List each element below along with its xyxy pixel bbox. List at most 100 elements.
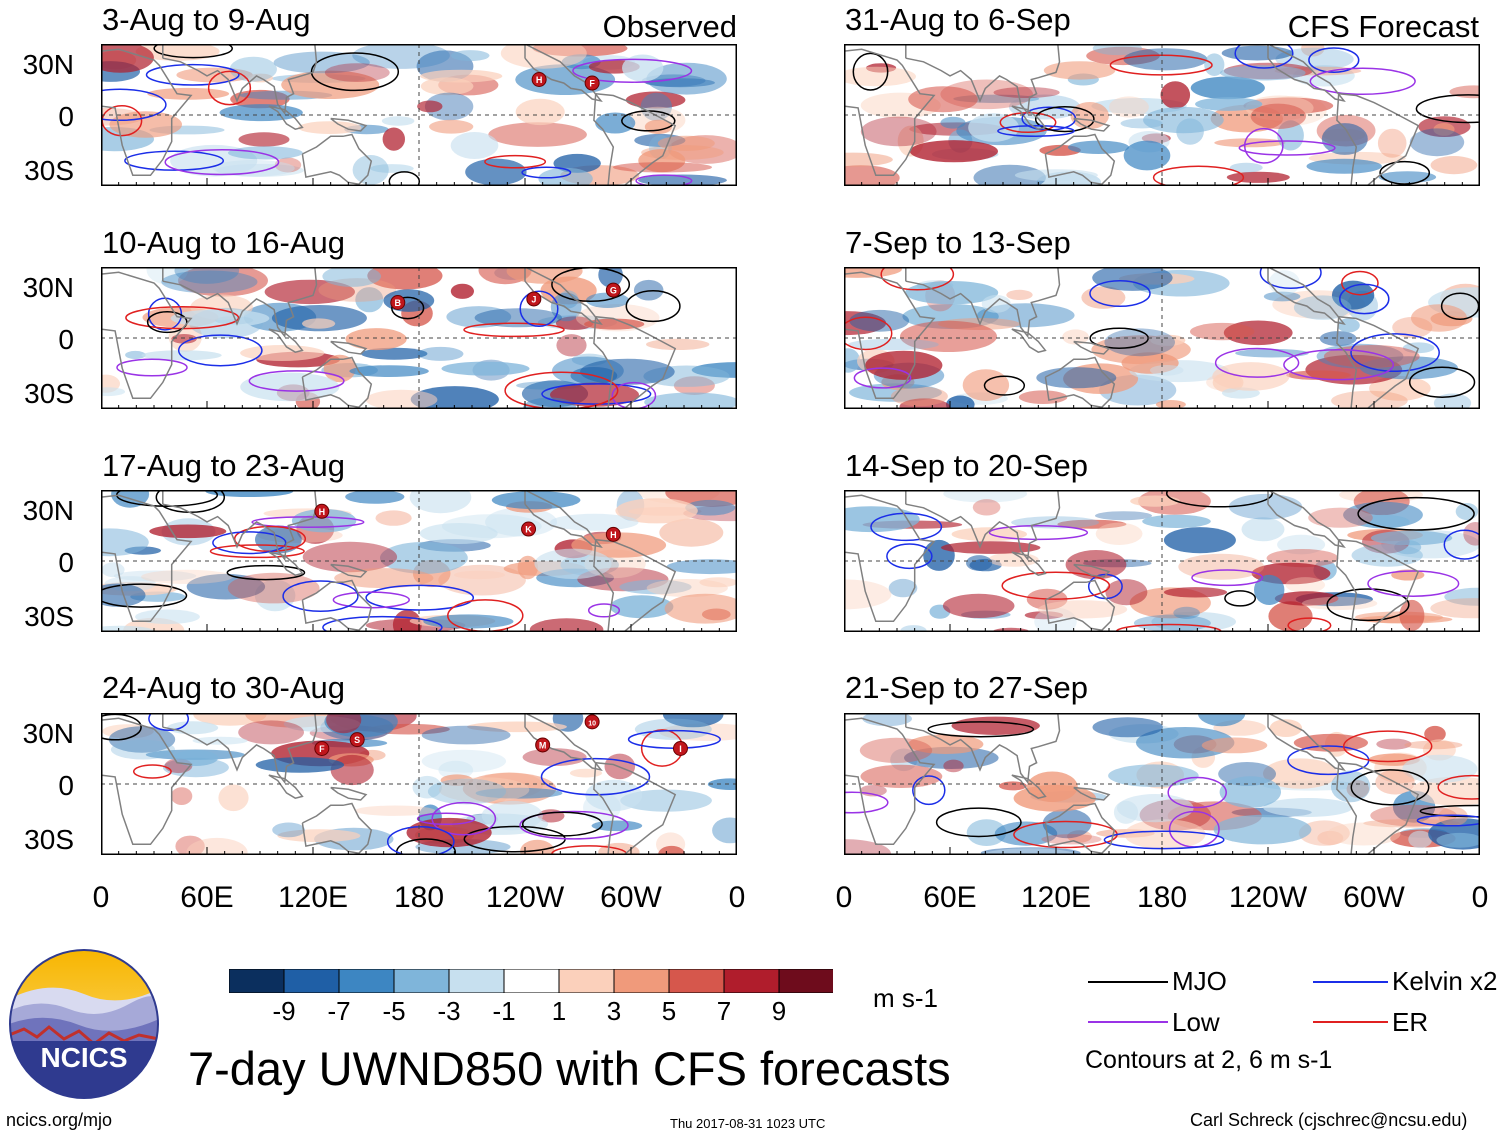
anomaly-shading: [1173, 606, 1200, 619]
anomaly-shading: [1370, 804, 1457, 827]
coastline: [268, 774, 304, 800]
wave-contour: [1350, 769, 1430, 806]
anomaly-shading: [625, 91, 686, 109]
wave-contour: [1234, 44, 1294, 69]
coastline: [1336, 92, 1420, 186]
anomaly-shading: [392, 609, 422, 632]
wave-contour: [1357, 496, 1475, 531]
wave-contour: [1379, 160, 1431, 185]
anomaly-shading: [973, 164, 1046, 186]
storm-marker: F: [314, 741, 330, 756]
storm-marker: M: [535, 737, 551, 753]
lat-label: 0: [58, 324, 74, 355]
wave-contour: [310, 52, 400, 92]
anomaly-shading: [367, 267, 443, 290]
anomaly-shading: [908, 734, 984, 754]
anomaly-shading: [517, 555, 538, 580]
forecast-label: CFS Forecast: [1287, 9, 1479, 44]
wave-contour: [625, 290, 681, 323]
anomaly-shading: [1266, 549, 1339, 568]
anomaly-shading: [1178, 553, 1265, 580]
anomaly-shading: [417, 346, 464, 361]
anomaly-shading: [1229, 162, 1263, 173]
anomaly-shading: [1201, 737, 1268, 754]
wave-contour: [365, 584, 475, 611]
wave-contour: [1308, 47, 1360, 73]
anomaly-shading: [1163, 527, 1236, 554]
anomaly-shading: [1277, 534, 1326, 555]
wave-contour: [1287, 617, 1332, 632]
anomaly-shading: [707, 778, 737, 790]
coastline: [1336, 538, 1420, 632]
anomaly-shading: [454, 570, 505, 580]
anomaly-shading: [1263, 291, 1301, 302]
anomaly-shading: [1404, 740, 1463, 750]
anomaly-shading: [281, 70, 380, 99]
wave-contour: [1152, 165, 1245, 186]
anomaly-shading: [1285, 577, 1326, 593]
anomaly-shading: [485, 507, 558, 537]
anomaly-shading: [666, 559, 737, 575]
coastline: [330, 340, 368, 355]
anomaly-shading: [1160, 81, 1191, 109]
storm-marker: H: [531, 72, 547, 87]
colorbar-tick-label: 3: [606, 996, 622, 1026]
lon-label: 60W: [600, 881, 662, 914]
anomaly-shading: [619, 579, 692, 595]
anomaly-shading: [1036, 367, 1117, 389]
anomaly-shading: [1268, 270, 1300, 296]
colorbar-tick-label: 1: [551, 996, 567, 1026]
anomaly-shading: [942, 593, 1015, 618]
anomaly-shading: [227, 572, 320, 604]
colorbar-tick-label: -5: [382, 996, 406, 1026]
wave-contour: [386, 826, 455, 855]
anomaly-shading: [859, 737, 933, 763]
anomaly-shading: [1263, 798, 1353, 817]
footer-url[interactable]: ncics.org/mjo: [6, 1110, 113, 1130]
anomaly-shading: [1366, 557, 1410, 567]
anomaly-shading: [1399, 599, 1425, 631]
anomaly-shading: [474, 308, 562, 328]
storm-marker: H: [605, 526, 621, 542]
anomaly-shading: [1213, 814, 1312, 845]
anomaly-shading: [909, 140, 998, 163]
anomaly-shading: [1355, 611, 1443, 624]
coastline: [301, 356, 373, 409]
storm-marker: K: [521, 521, 537, 537]
wave-contour: [177, 334, 263, 367]
anomaly-shading: [1455, 503, 1479, 520]
anomaly-shading: [644, 392, 737, 409]
anomaly-shading: [101, 387, 126, 397]
lon-label: 60W: [1343, 881, 1405, 914]
anomaly-shading: [1006, 289, 1033, 300]
anomaly-shading: [238, 720, 304, 745]
anomaly-shading: [1298, 820, 1350, 846]
wave-contour: [521, 166, 572, 179]
anomaly-shading: [1214, 138, 1286, 148]
anomaly-shading: [1326, 822, 1401, 846]
anomaly-shading: [1117, 794, 1194, 823]
anomaly-shading: [1221, 45, 1293, 61]
storm-marker: F: [584, 75, 600, 91]
wave-contour: [212, 531, 287, 555]
coastline: [101, 494, 193, 623]
anomaly-shading: [1254, 574, 1285, 605]
anomaly-shading: [334, 568, 434, 589]
anomaly-shading: [302, 541, 398, 573]
anomaly-shading: [1220, 65, 1306, 81]
lat-label: 0: [58, 547, 74, 578]
storm-marker: B: [390, 295, 406, 310]
anomaly-shading: [1301, 596, 1378, 610]
anomaly-shading: [620, 789, 712, 812]
wave-contour: [1103, 830, 1225, 850]
anomaly-shading: [1370, 530, 1453, 546]
wave-contour: [207, 70, 252, 106]
anomaly-shading: [657, 135, 715, 151]
anomaly-shading: [634, 718, 712, 740]
anomaly-shading: [229, 56, 277, 82]
storm-label: B: [395, 298, 402, 308]
anomaly-shading: [1121, 352, 1179, 374]
anomaly-shading: [421, 749, 507, 773]
anomaly-shading: [488, 122, 587, 147]
